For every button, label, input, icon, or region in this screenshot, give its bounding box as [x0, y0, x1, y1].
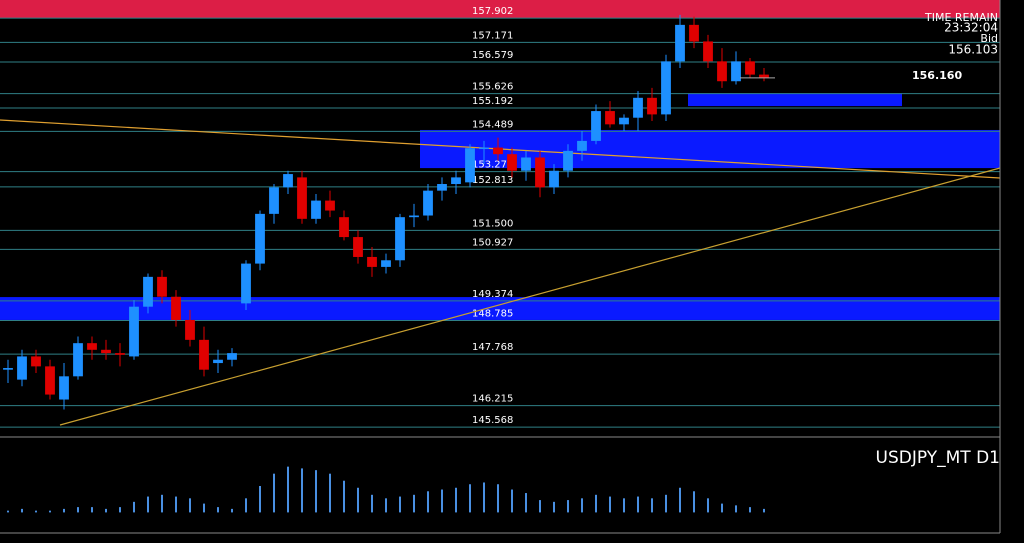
level-label: 146.215 — [472, 394, 513, 405]
candle-body — [605, 111, 615, 125]
candle-body — [409, 215, 419, 218]
candle-body — [3, 368, 13, 370]
candle-body — [325, 200, 335, 211]
candle-body — [619, 117, 629, 125]
level-label: 157.902 — [472, 6, 513, 17]
candle-body — [717, 61, 727, 82]
symbol-label: USDJPY_MT D1 — [876, 448, 1000, 468]
candle-body — [199, 339, 209, 370]
candle-body — [227, 353, 237, 360]
level-label: 157.171 — [472, 30, 513, 41]
level-label: 153.273 — [472, 160, 513, 171]
candle-body — [465, 148, 475, 183]
candle-body — [269, 187, 279, 214]
marker-label: 156.160 — [912, 69, 962, 82]
bid-label: Bid — [980, 32, 998, 45]
candle-body — [395, 217, 405, 261]
candle-body — [661, 61, 671, 115]
candle-body — [87, 343, 97, 350]
time-remain-label: TIME REMAIN — [924, 11, 998, 24]
top-band — [0, 0, 1000, 19]
candle-body — [745, 61, 755, 75]
level-label: 154.489 — [472, 119, 513, 130]
candle-body — [521, 157, 531, 171]
candle-body — [591, 111, 601, 141]
candle-body — [549, 170, 559, 188]
candle-body — [143, 276, 153, 307]
candle-body — [367, 256, 377, 267]
candle-body — [255, 213, 265, 264]
candle-body — [535, 157, 545, 188]
time-remain: 23:32:04 — [944, 21, 998, 35]
candle-body — [479, 147, 489, 150]
candles: 156.160 — [3, 14, 962, 410]
candle-body — [101, 349, 111, 354]
bid-value: 156.103 — [948, 43, 998, 57]
oscillator — [7, 466, 765, 513]
candle-body — [311, 200, 321, 219]
candle-body — [213, 359, 223, 364]
candle-body — [283, 174, 293, 188]
candle-body — [731, 61, 741, 82]
level-label: 156.579 — [472, 50, 513, 61]
candle-body — [451, 177, 461, 185]
level-label: 148.785 — [472, 308, 513, 319]
candle-body — [157, 276, 167, 297]
level-label: 150.927 — [472, 237, 513, 248]
candle-body — [437, 184, 447, 191]
candle-body — [171, 296, 181, 320]
level-label: 155.626 — [472, 82, 513, 93]
candle-body — [493, 147, 503, 155]
candle-body — [703, 41, 713, 62]
candle-body — [17, 356, 27, 380]
levels: 157.902 157.171 156.579 155.626 155.192 154.4… — [0, 6, 1000, 428]
candle-body — [297, 177, 307, 219]
level-label: 149.374 — [472, 289, 513, 300]
candle-body — [115, 353, 125, 355]
candle-body — [129, 306, 139, 357]
candle-body — [73, 343, 83, 377]
candle-body — [381, 260, 391, 267]
candle-body — [353, 237, 363, 257]
trendline — [59, 167, 1001, 426]
candle-body — [647, 97, 657, 115]
candle-body — [563, 150, 573, 171]
level-label: 155.192 — [472, 96, 513, 107]
level-label: 152.813 — [472, 175, 513, 186]
candle-body — [185, 319, 195, 340]
candle-body — [45, 366, 55, 395]
candle-body — [675, 24, 685, 62]
level-label: 145.568 — [472, 415, 513, 426]
candle-body — [507, 154, 517, 171]
candle-body — [759, 74, 769, 78]
candle-body — [31, 356, 41, 367]
candle-body — [577, 140, 587, 151]
candle-body — [689, 24, 699, 42]
candle-body — [633, 97, 643, 118]
level-label: 151.500 — [472, 218, 513, 229]
zone — [688, 93, 902, 107]
candle-body — [339, 217, 349, 238]
candle-body — [423, 190, 433, 216]
level-label: 147.768 — [472, 342, 513, 353]
candle-body — [241, 263, 251, 304]
candle-body — [59, 376, 69, 400]
